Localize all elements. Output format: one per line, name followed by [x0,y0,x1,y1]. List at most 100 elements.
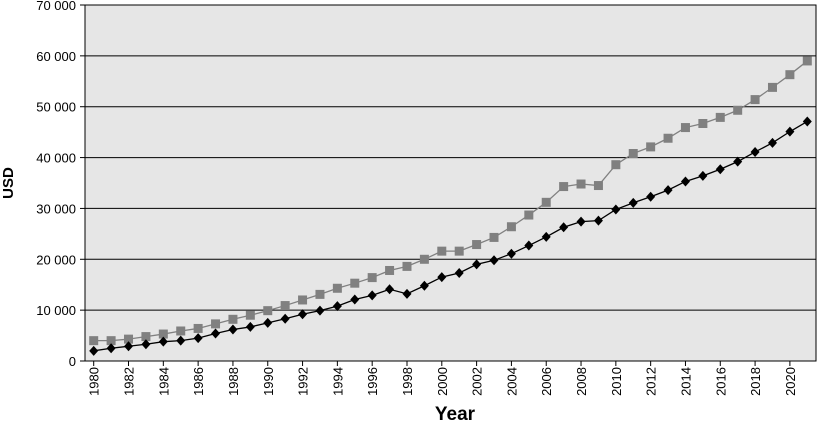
data-point [802,116,812,127]
y-tick-label: 10 000 [36,303,76,318]
data-point [802,56,812,66]
data-point [141,339,151,350]
y-tick-label: 20 000 [36,252,76,267]
data-point [559,182,569,192]
data-point [472,240,482,250]
data-point [663,185,673,196]
data-point [715,112,725,122]
data-point [489,255,499,266]
x-tick-label: 2004 [504,367,519,396]
data-point [176,335,186,346]
plot-area [84,4,817,362]
data-point [350,278,360,288]
data-point [89,345,99,356]
data-point [785,126,795,137]
data-point [593,215,603,226]
data-point [750,95,760,105]
data-point [715,164,725,175]
data-point [158,336,168,347]
data-point [211,328,221,339]
data-point [593,181,603,191]
data-point [646,142,656,152]
x-tick-label: 2000 [435,367,450,396]
x-tick-label: 1996 [365,367,380,396]
data-point [193,323,203,333]
data-point [646,191,656,202]
data-point [106,343,116,354]
data-point [298,295,308,305]
data-point [141,332,151,342]
data-point [628,149,638,159]
data-point [611,160,621,170]
x-tick-label: 2006 [539,367,554,396]
x-tick-label: 1984 [156,367,171,396]
data-point [419,254,429,264]
data-point [228,314,238,324]
y-tick-label: 70 000 [36,0,76,13]
data-point [332,301,342,312]
data-point [524,240,534,251]
x-tick-label: 2018 [748,367,763,396]
x-tick-label: 2008 [574,367,589,396]
data-point [385,265,395,275]
y-tick-label: 60 000 [36,49,76,64]
data-point [437,246,447,256]
data-point [332,283,342,293]
data-point [680,176,690,187]
data-point [628,197,638,208]
y-tick-label: 30 000 [36,201,76,216]
data-point [280,313,290,324]
data-point [419,280,429,291]
x-tick-label: 1992 [296,367,311,396]
x-tick-label: 2016 [713,367,728,396]
data-point [611,204,621,215]
x-tick-label: 2002 [470,367,485,396]
y-tick-label: 50 000 [36,100,76,115]
data-point [733,156,743,167]
data-point [733,105,743,115]
y-tick-label: 40 000 [36,151,76,166]
data-point [437,272,447,283]
data-point [698,118,708,128]
data-point [263,317,273,328]
data-point [541,231,551,242]
data-point [576,179,586,189]
data-point [367,273,377,283]
data-point [315,289,325,299]
data-point [124,341,134,352]
data-point [176,326,186,336]
x-tick-label: 1980 [87,367,102,396]
x-tick-label: 1988 [226,367,241,396]
data-point [506,222,516,232]
x-axis-title: Year [435,404,476,425]
x-tick-label: 2014 [678,367,693,396]
data-point [489,232,499,242]
x-tick-label: 2020 [783,367,798,396]
data-point [767,137,777,148]
data-point [315,305,325,316]
data-point [785,70,795,80]
data-point [576,216,586,227]
x-tick-label: 1982 [122,367,137,396]
data-point [767,82,777,92]
y-axis-title: USD [0,167,17,199]
data-point [472,259,482,270]
data-point [663,133,673,143]
data-point [402,261,412,271]
data-point [402,288,412,299]
data-point [193,333,203,344]
data-point [506,248,516,259]
data-point [350,294,360,305]
data-point [245,321,255,332]
x-tick-label: 1986 [191,367,206,396]
data-point [524,210,534,220]
data-point [367,290,377,301]
data-point [245,310,255,320]
data-point [298,309,308,320]
data-point [89,336,99,346]
data-point [211,319,221,329]
x-tick-label: 1990 [261,367,276,396]
data-point [680,123,690,133]
